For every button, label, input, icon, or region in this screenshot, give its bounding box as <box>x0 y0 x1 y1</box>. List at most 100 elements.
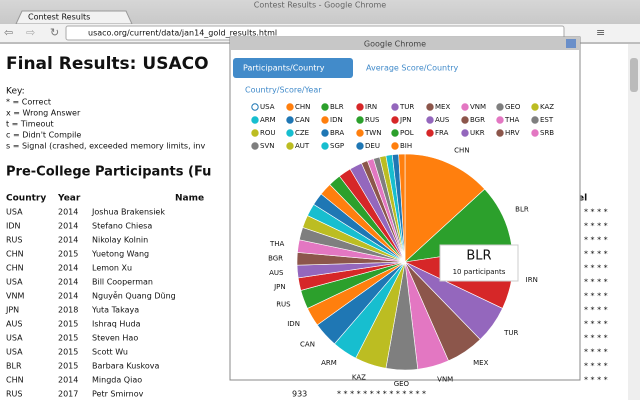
legend-label[interactable]: SGP <box>330 142 344 150</box>
popup-tab[interactable]: Average Score/Country <box>366 64 459 73</box>
cell-results: * * * * <box>584 292 608 301</box>
cell-name: Lemon Xu <box>92 264 132 273</box>
legend-swatch <box>356 129 364 137</box>
legend-swatch <box>461 116 469 124</box>
cell-results: * * * * <box>584 236 608 245</box>
cell-name: Ishraq Huda <box>92 320 141 329</box>
cell-year: 2014 <box>58 376 78 385</box>
pie-label: ARM <box>321 359 337 367</box>
cell-year: 2014 <box>58 208 78 217</box>
pie-label: BGR <box>268 254 283 262</box>
cell-results: * * * * <box>584 264 608 273</box>
legend-label[interactable]: DEU <box>365 142 380 150</box>
pie-label: AUS <box>269 269 284 277</box>
scrollbar[interactable] <box>628 44 640 400</box>
legend-label[interactable]: VNM <box>470 103 486 111</box>
legend-label[interactable]: EST <box>540 116 554 124</box>
legend-label[interactable]: BLR <box>330 103 344 111</box>
legend-label[interactable]: UKR <box>470 129 485 137</box>
close-button[interactable] <box>566 39 576 48</box>
legend-swatch <box>531 116 539 124</box>
pie-label: TUR <box>503 329 518 337</box>
legend-label[interactable]: JPN <box>399 116 412 124</box>
pie-slice <box>404 153 486 263</box>
legend-label[interactable]: KAZ <box>540 103 554 111</box>
cell-name: Joshua Brakensiek <box>91 208 165 217</box>
cell-results: * * * * <box>584 362 608 371</box>
legend-label[interactable]: BIH <box>400 142 412 150</box>
legend-label[interactable]: MEX <box>435 103 450 111</box>
table-header: Name <box>175 194 204 204</box>
legend-label[interactable]: THA <box>504 116 520 124</box>
forward-button[interactable]: ⇨ <box>26 26 35 39</box>
legend-label[interactable]: POL <box>400 129 414 137</box>
legend-swatch <box>286 103 294 111</box>
legend-label[interactable]: SRB <box>540 129 554 137</box>
tooltip-title: BLR <box>466 249 491 264</box>
pie-label: CAN <box>300 340 315 348</box>
legend-swatch <box>251 142 259 150</box>
cell-country: JPN <box>5 306 19 315</box>
popup-tab[interactable]: Country/Score/Year <box>245 86 322 95</box>
legend-swatch <box>461 129 469 137</box>
legend-swatch <box>321 129 329 137</box>
cell-results: * * * * <box>584 348 608 357</box>
legend-label[interactable]: TUR <box>399 103 414 111</box>
legend-swatch <box>531 129 539 137</box>
legend-label[interactable]: GEO <box>505 103 521 111</box>
cell-name: Yuetong Wang <box>91 250 149 259</box>
legend-label[interactable]: FRA <box>435 129 449 137</box>
legend-swatch <box>286 142 294 150</box>
cell-country: USA <box>6 348 23 357</box>
legend-swatch <box>321 103 329 111</box>
reload-button[interactable]: ↻ <box>50 26 59 39</box>
legend-label[interactable]: ROU <box>260 129 276 137</box>
pie-label: MEX <box>473 359 488 367</box>
legend-label[interactable]: TWN <box>364 129 381 137</box>
pie-label: KAZ <box>352 374 366 382</box>
tooltip-box <box>439 244 519 282</box>
cell-name: Nikolay Kolnin <box>92 236 148 245</box>
legend-label[interactable]: IDN <box>330 116 343 124</box>
legend-label[interactable]: SVN <box>260 142 274 150</box>
key-line: * = Correct <box>6 98 51 107</box>
section-heading: Pre-College Participants (Fu <box>6 165 211 180</box>
window-title: Contest Results - Google Chrome <box>254 1 387 10</box>
key-line: c = Didn't Compile <box>6 131 81 140</box>
cell-name: Scott Wu <box>92 348 128 357</box>
back-button[interactable]: ⇦ <box>4 26 13 39</box>
legend-swatch <box>286 116 294 124</box>
legend-swatch <box>356 116 364 124</box>
legend-label[interactable]: BGR <box>470 116 485 124</box>
legend-label[interactable]: CAN <box>295 116 310 124</box>
legend-swatch <box>496 129 504 137</box>
legend-label[interactable]: CHN <box>295 103 310 111</box>
legend-swatch <box>251 116 259 124</box>
legend-label[interactable]: USA <box>260 103 275 111</box>
legend-label[interactable]: IRN <box>365 103 377 111</box>
pie-label: BLR <box>515 206 529 214</box>
legend-swatch <box>321 142 329 150</box>
cell-year: 2014 <box>58 292 78 301</box>
legend-swatch <box>286 129 294 137</box>
legend-label[interactable]: HRV <box>505 129 520 137</box>
legend-label[interactable]: AUS <box>435 116 450 124</box>
legend-label[interactable]: AUT <box>295 142 310 150</box>
legend-label[interactable]: RUS <box>365 116 380 124</box>
cell-name: Petr Smirnov <box>92 390 144 399</box>
legend-label[interactable]: ARM <box>260 116 276 124</box>
pie-slice <box>398 153 406 263</box>
menu-button[interactable]: ≡ <box>596 26 605 39</box>
legend-label[interactable]: CZE <box>295 129 309 137</box>
cell-results: * * * * <box>584 208 608 217</box>
popup-tab[interactable]: Participants/Country <box>243 64 325 73</box>
pie-label: IRN <box>526 276 538 284</box>
pie-label: GEO <box>394 380 410 388</box>
cell-country: CHN <box>6 376 24 385</box>
legend-swatch <box>356 103 364 111</box>
tab-active[interactable] <box>233 58 353 78</box>
legend-label[interactable]: BRA <box>330 129 344 137</box>
scroll-thumb[interactable] <box>630 58 638 92</box>
